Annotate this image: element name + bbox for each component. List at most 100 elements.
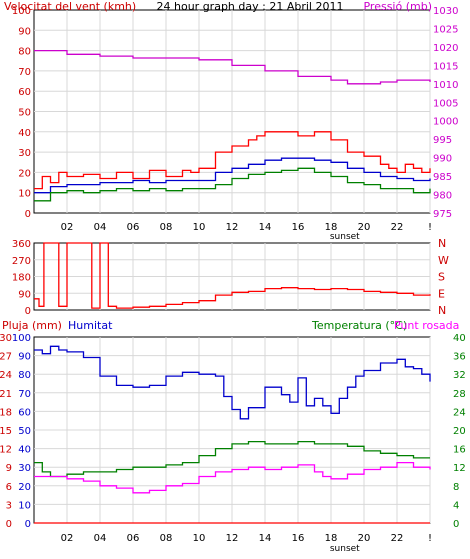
y-tick-label: 80 [18,47,31,58]
y-tick-label: 990 [433,154,452,165]
y-tick-label: 32 [453,370,466,381]
y-tick-label: 1015 [433,61,458,72]
y-tick-label: 0 [25,306,31,317]
y-tick-label: 40 [453,333,466,344]
y-tick-label: 975 [433,209,452,220]
y-tick-label: 60 [18,407,31,418]
y-tick-label: 80 [18,370,31,381]
y-tick-label: 24 [453,407,466,418]
pressure-line [34,49,431,85]
humidity-axis-title: Humitat [68,319,113,332]
x-tick-label: 20 [358,533,371,544]
x-tick-label: 02 [61,222,74,233]
temperature-line [34,440,430,478]
x-tick-label: 16 [292,533,305,544]
x-tick-label: 02 [61,533,74,544]
x-tick-label: 10 [193,222,206,233]
y-tick-label: 90 [18,352,31,363]
compass-label: N [438,237,446,250]
y-tick-label: 980 [433,191,452,202]
y-tick-label: 30 [18,148,31,159]
y-tick-label: 70 [18,389,31,400]
y-tick-label: 90 [18,26,31,37]
y-tick-label: 20 [18,168,31,179]
x-tick-label: 20 [358,222,371,233]
gust-speed-line [34,131,431,190]
compass-label: N [438,304,446,317]
x-tick-label: 14 [259,222,272,233]
panel-3 [33,336,431,524]
y-tick-label: 24 [0,370,12,381]
y-tick-label: 360 [12,239,31,250]
y-tick-label: 12 [453,463,466,474]
y-tick-label: 1030 [433,6,458,17]
panel-1 [33,9,431,214]
y-tick-label: 30 [18,463,31,474]
y-tick-label: 10 [18,500,31,511]
y-tick-label: 18 [0,407,12,418]
y-tick-label: 0 [6,519,12,530]
y-tick-label: 50 [18,426,31,437]
y-tick-label: 0 [25,209,31,220]
y-tick-label: 28 [453,389,466,400]
x-tick-label: 14 [259,533,272,544]
x-tick-label: 04 [94,222,107,233]
temperature-axis-title: Temperatura (°C) [311,319,407,332]
y-tick-label: 9 [6,463,12,474]
y-tick-label: 20 [453,426,466,437]
right-axis-title: Pressió (mb) [363,0,432,13]
y-tick-label: 0 [25,519,31,530]
y-tick-label: 30 [0,333,12,344]
y-tick-label: 70 [18,67,31,78]
x-tick-label: 06 [127,222,140,233]
y-tick-label: 1020 [433,43,458,54]
sunset-label: sunset [330,544,360,554]
y-tick-label: 1010 [433,80,458,91]
y-tick-label: 90 [18,289,31,300]
y-tick-label: 21 [0,389,12,400]
rain-axis-title: Pluja (mm) [2,319,62,332]
dew-point-axis-title: Punt rosada [394,319,459,332]
x-tick-label: 22 [391,533,404,544]
x-tick-label: 06 [127,533,140,544]
x-tick-label: 08 [160,533,173,544]
x-tick-label: 12 [226,222,239,233]
x-tick-label: 16 [292,222,305,233]
average-speed-line [34,157,431,194]
y-tick-label: 1025 [433,24,458,35]
y-tick-label: 60 [18,87,31,98]
x-tick-label: 22 [391,222,404,233]
left-axis-title: Velocitat del vent (kmh) [4,0,136,13]
compass-label: E [438,287,445,300]
y-tick-label: 6 [6,482,12,493]
y-tick-label: 16 [453,445,466,456]
y-tick-label: 985 [433,172,452,183]
y-tick-label: 1000 [433,117,458,128]
y-tick-label: 27 [0,352,12,363]
y-tick-label: 40 [18,128,31,139]
y-tick-label: 20 [18,482,31,493]
wind-direction-line [34,242,431,309]
panel-2 [33,242,431,311]
x-tick-label: 08 [160,222,173,233]
y-tick-label: 100 [12,6,31,17]
humidity-line [34,345,431,420]
y-tick-label: 1005 [433,98,458,109]
compass-label: W [438,254,449,267]
x-tick-label: ! [428,533,432,544]
y-tick-label: 180 [12,273,31,284]
y-tick-label: 100 [12,333,31,344]
y-tick-label: 8 [453,482,459,493]
x-tick-label: 10 [193,533,206,544]
y-tick-label: 10 [18,189,31,200]
x-tick-label: 18 [325,222,338,233]
x-tick-label: 12 [226,533,239,544]
y-tick-label: 0 [453,519,459,530]
x-tick-label: 04 [94,533,107,544]
sunset-label: sunset [330,232,360,242]
y-tick-label: 50 [18,108,31,119]
x-tick-label: 18 [325,533,338,544]
dew-point-line [34,461,431,494]
y-tick-label: 36 [453,352,466,363]
